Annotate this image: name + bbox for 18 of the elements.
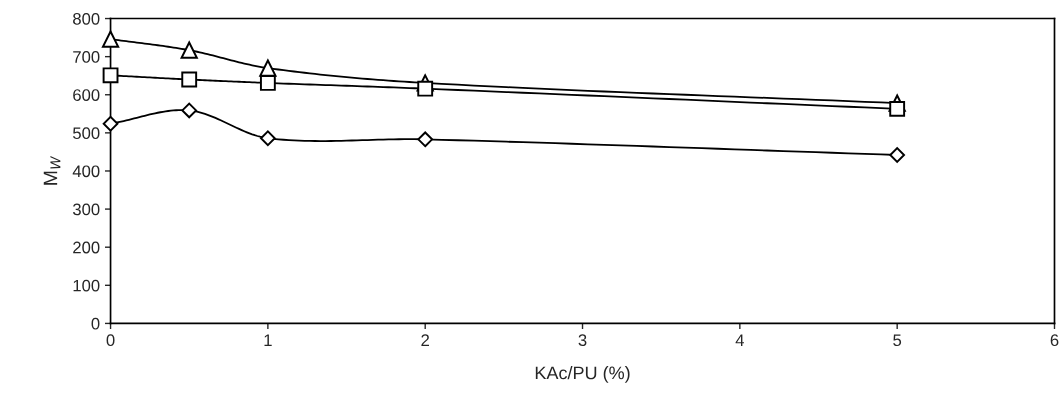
y-tick-label: 100	[73, 279, 100, 292]
y-tick-label: 500	[73, 127, 100, 140]
y-tick-label: 700	[73, 51, 100, 63]
x-axis-title: KAc/PU (%)	[535, 366, 630, 383]
y-tick-label: 800	[73, 12, 100, 25]
x-tick-label: 1	[264, 334, 272, 346]
y-tick-label: 200	[73, 241, 100, 254]
x-tick-label: 3	[578, 334, 587, 347]
x-tick-label: 6	[1050, 334, 1059, 347]
y-axis-title: M$_{W}$	[43, 155, 61, 185]
y-tick-label: 0	[91, 317, 100, 330]
x-tick-label: 5	[893, 334, 902, 347]
x-tick-label: 4	[735, 334, 744, 346]
y-tick-label: 600	[73, 89, 100, 101]
x-tick-label: 0	[106, 334, 115, 347]
y-tick-label: 300	[72, 203, 100, 216]
x-tick-label: 2	[421, 334, 429, 346]
y-tick-label: 400	[72, 165, 100, 178]
